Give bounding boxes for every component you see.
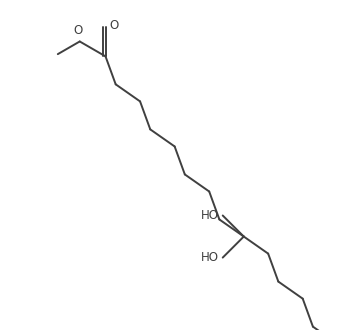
Text: HO: HO (201, 209, 219, 222)
Text: O: O (109, 19, 118, 32)
Text: HO: HO (201, 251, 219, 264)
Text: O: O (74, 24, 83, 37)
